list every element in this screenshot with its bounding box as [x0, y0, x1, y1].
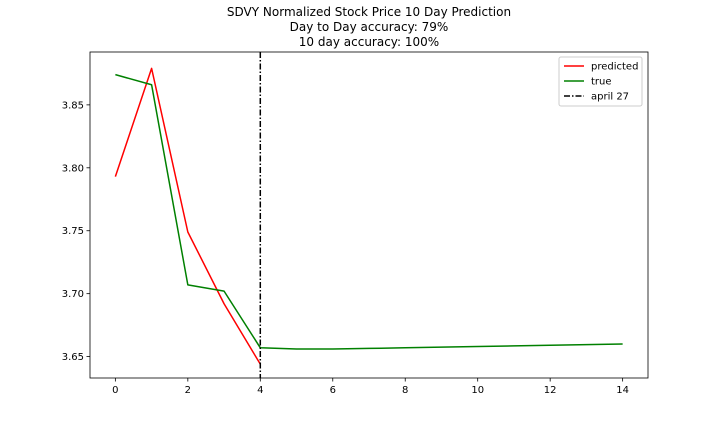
legend-label-april-27: april 27 [591, 92, 629, 103]
y-tick-label: 3.70 [62, 289, 84, 300]
y-axis: 3.65 3.70 3.75 3.80 3.85 [62, 100, 90, 363]
title-line-3: 10 day accuracy: 100% [299, 35, 439, 49]
y-tick-label: 3.80 [62, 163, 84, 174]
title-line-1: SDVY Normalized Stock Price 10 Day Predi… [227, 5, 511, 19]
legend: predicted true april 27 [558, 56, 643, 107]
y-tick-label: 3.75 [62, 226, 84, 237]
x-tick-label: 2 [185, 385, 191, 396]
chart-title: SDVY Normalized Stock Price 10 Day Predi… [227, 5, 511, 49]
series-line-true [115, 73, 623, 350]
legend-label-predicted: predicted [591, 62, 638, 73]
y-tick-label: 3.85 [62, 100, 84, 111]
x-tick-label: 12 [544, 385, 557, 396]
y-tick-label: 3.65 [62, 352, 84, 363]
plot-lines [114, 52, 623, 378]
x-tick-label: 0 [112, 385, 118, 396]
legend-label-true: true [591, 77, 612, 88]
x-tick-label: 8 [402, 385, 408, 396]
x-tick-label: 6 [330, 385, 336, 396]
x-axis: 0 2 4 6 8 10 12 14 [112, 378, 629, 396]
x-tick-label: 10 [471, 385, 484, 396]
series-line-predicted [114, 67, 261, 365]
plot-frame [89, 51, 649, 379]
x-tick-label: 14 [616, 385, 629, 396]
x-tick-label: 4 [257, 385, 263, 396]
legend-box [558, 56, 643, 107]
title-line-2: Day to Day accuracy: 79% [290, 20, 449, 34]
